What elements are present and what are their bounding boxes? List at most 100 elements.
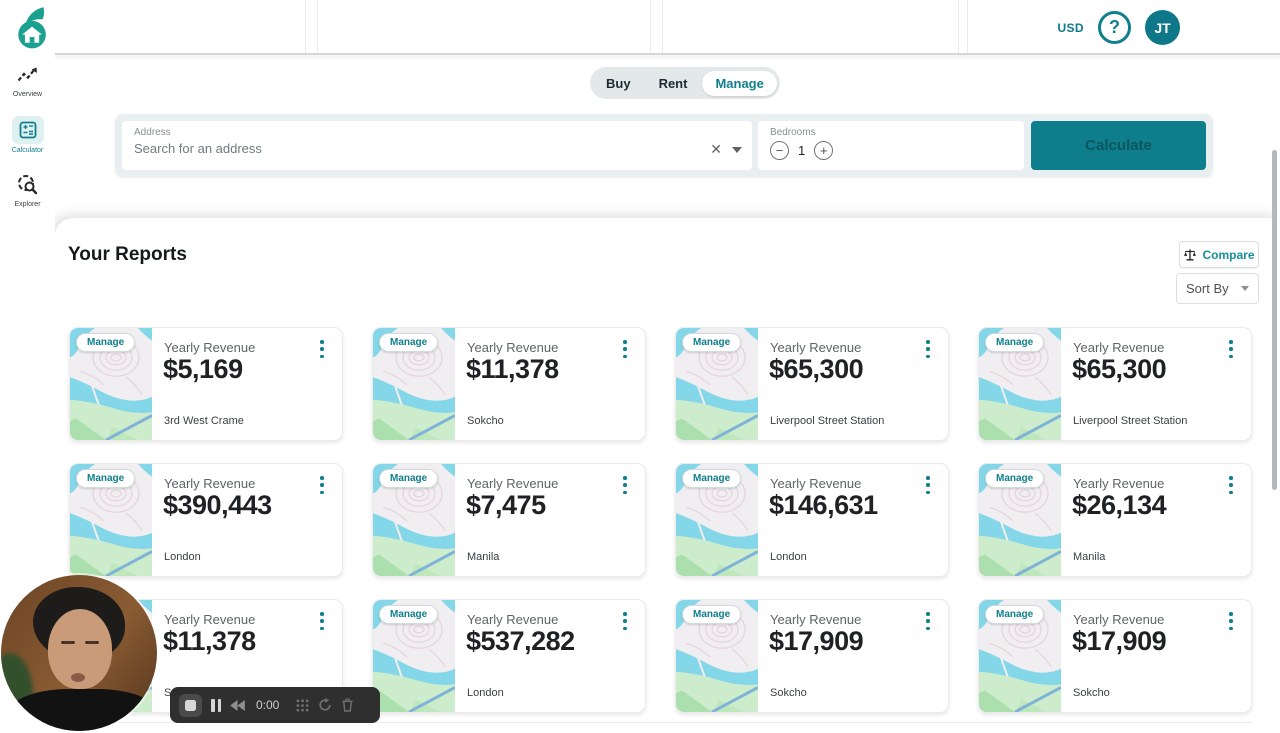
location-label: Sokcho [467, 415, 504, 427]
card-menu-kebab-icon[interactable] [315, 338, 329, 360]
tab-buy[interactable]: Buy [606, 75, 631, 91]
revenue-amount: $11,378 [163, 626, 256, 656]
pause-icon[interactable] [211, 698, 221, 712]
address-search-input[interactable] [134, 141, 654, 156]
compare-button[interactable]: Compare [1179, 241, 1259, 268]
card-menu-kebab-icon[interactable] [921, 474, 935, 496]
bedrooms-field: Bedrooms − 1 + [758, 121, 1024, 170]
revenue-amount: $17,909 [769, 626, 864, 656]
vertical-scrollbar-thumb[interactable] [1272, 150, 1277, 490]
card-menu-kebab-icon[interactable] [618, 474, 632, 496]
card-menu-kebab-icon[interactable] [921, 338, 935, 360]
page-title: Your Reports [68, 244, 187, 265]
header-divider-line [650, 0, 651, 53]
map-thumbnail: Manage [373, 328, 455, 440]
user-avatar[interactable]: JT [1145, 10, 1180, 45]
address-label: Address [134, 127, 171, 138]
address-field[interactable]: Address ✕ [122, 121, 752, 170]
map-thumbnail: Manage [979, 600, 1061, 712]
metric-label: Yearly Revenue [770, 340, 862, 355]
increment-button[interactable]: + [814, 141, 834, 160]
manage-chip[interactable]: Manage [682, 469, 742, 488]
search-section: Address ✕ Bedrooms − 1 + Calculate [115, 114, 1213, 177]
map-thumbnail: Manage [979, 328, 1061, 440]
card-menu-kebab-icon[interactable] [315, 474, 329, 496]
top-header: USD ? JT [0, 0, 1280, 55]
header-divider-line [317, 0, 318, 53]
stop-recording-icon[interactable] [179, 693, 202, 717]
trash-icon[interactable] [341, 698, 354, 712]
report-card[interactable]: Manage Yearly Revenue $65,300 Liverpool … [675, 327, 949, 441]
metric-label: Yearly Revenue [1073, 476, 1165, 491]
currency-selector[interactable]: USD [1057, 20, 1084, 35]
report-card[interactable]: Manage Yearly Revenue $26,134 Manila [978, 463, 1252, 577]
manage-chip[interactable]: Manage [379, 469, 439, 488]
report-card[interactable]: Manage Yearly Revenue $11,378 Sokcho [372, 327, 646, 441]
sort-by-dropdown[interactable]: Sort By [1176, 273, 1259, 304]
manage-chip[interactable]: Manage [76, 333, 136, 352]
manage-chip[interactable]: Manage [682, 333, 742, 352]
report-card[interactable]: Manage Yearly Revenue $65,300 Liverpool … [978, 327, 1252, 441]
sidebar-item-explorer[interactable]: Explorer [0, 170, 55, 208]
report-card[interactable]: Manage Yearly Revenue $537,282 London [372, 599, 646, 713]
brand-logo-icon[interactable] [14, 6, 52, 50]
location-label: London [770, 551, 807, 563]
report-card[interactable]: Manage Yearly Revenue $5,169 3rd West Cr… [69, 327, 343, 441]
next-row-edge [69, 722, 1252, 723]
clear-input-icon[interactable]: ✕ [710, 141, 722, 157]
location-label: London [164, 551, 201, 563]
map-image [70, 464, 152, 576]
bedrooms-stepper: − 1 + [770, 141, 1012, 160]
sidebar-item-overview[interactable]: Overview [0, 60, 55, 98]
card-menu-kebab-icon[interactable] [921, 610, 935, 632]
report-card[interactable]: Manage Yearly Revenue $7,475 Manila [372, 463, 646, 577]
manage-chip[interactable]: Manage [379, 333, 439, 352]
location-label: London [467, 687, 504, 699]
report-card[interactable]: Manage Yearly Revenue $17,909 Sokcho [978, 599, 1252, 713]
drag-grid-icon[interactable] [296, 699, 309, 712]
tab-rent[interactable]: Rent [658, 75, 688, 91]
rewind-icon[interactable] [230, 699, 245, 711]
header-divider [55, 53, 1280, 55]
sidebar-item-calculator[interactable]: Calculator [0, 116, 55, 154]
card-menu-kebab-icon[interactable] [315, 610, 329, 632]
map-thumbnail: Manage [373, 600, 455, 712]
manage-chip[interactable]: Manage [682, 605, 742, 624]
report-card[interactable]: Manage Yearly Revenue $146,631 London [675, 463, 949, 577]
card-menu-kebab-icon[interactable] [1224, 474, 1238, 496]
metric-label: Yearly Revenue [770, 476, 862, 491]
map-thumbnail: Manage [979, 464, 1061, 576]
metric-label: Yearly Revenue [164, 340, 256, 355]
calculator-icon [19, 121, 36, 139]
bedrooms-value: 1 [798, 143, 806, 158]
presenter-eye [61, 641, 75, 644]
card-menu-kebab-icon[interactable] [618, 610, 632, 632]
bedrooms-label: Bedrooms [770, 127, 816, 138]
report-card[interactable]: Manage Yearly Revenue $17,909 Sokcho [675, 599, 949, 713]
map-image [676, 600, 758, 712]
tab-manage[interactable]: Manage [702, 70, 777, 96]
report-card[interactable]: Manage Yearly Revenue $390,443 London [69, 463, 343, 577]
calculate-button[interactable]: Calculate [1031, 121, 1206, 170]
manage-chip[interactable]: Manage [985, 333, 1045, 352]
location-label: Liverpool Street Station [770, 415, 885, 427]
location-label: Sokcho [1073, 687, 1110, 699]
location-label: Sokcho [770, 687, 807, 699]
card-menu-kebab-icon[interactable] [1224, 338, 1238, 360]
decrement-button[interactable]: − [770, 141, 789, 160]
manage-chip[interactable]: Manage [985, 605, 1045, 624]
manage-chip[interactable]: Manage [76, 469, 136, 488]
restart-icon[interactable] [318, 698, 332, 712]
address-dropdown-caret-icon[interactable] [732, 146, 742, 153]
help-icon[interactable]: ? [1098, 11, 1131, 44]
manage-chip[interactable]: Manage [379, 605, 439, 624]
location-label: 3rd West Crame [164, 415, 244, 427]
manage-chip[interactable]: Manage [985, 469, 1045, 488]
card-menu-kebab-icon[interactable] [618, 338, 632, 360]
revenue-amount: $5,169 [163, 354, 243, 384]
card-menu-kebab-icon[interactable] [1224, 610, 1238, 632]
header-divider-line [958, 0, 959, 53]
revenue-amount: $7,475 [466, 490, 546, 520]
header-divider-line [662, 0, 663, 53]
map-thumbnail: Manage [676, 600, 758, 712]
